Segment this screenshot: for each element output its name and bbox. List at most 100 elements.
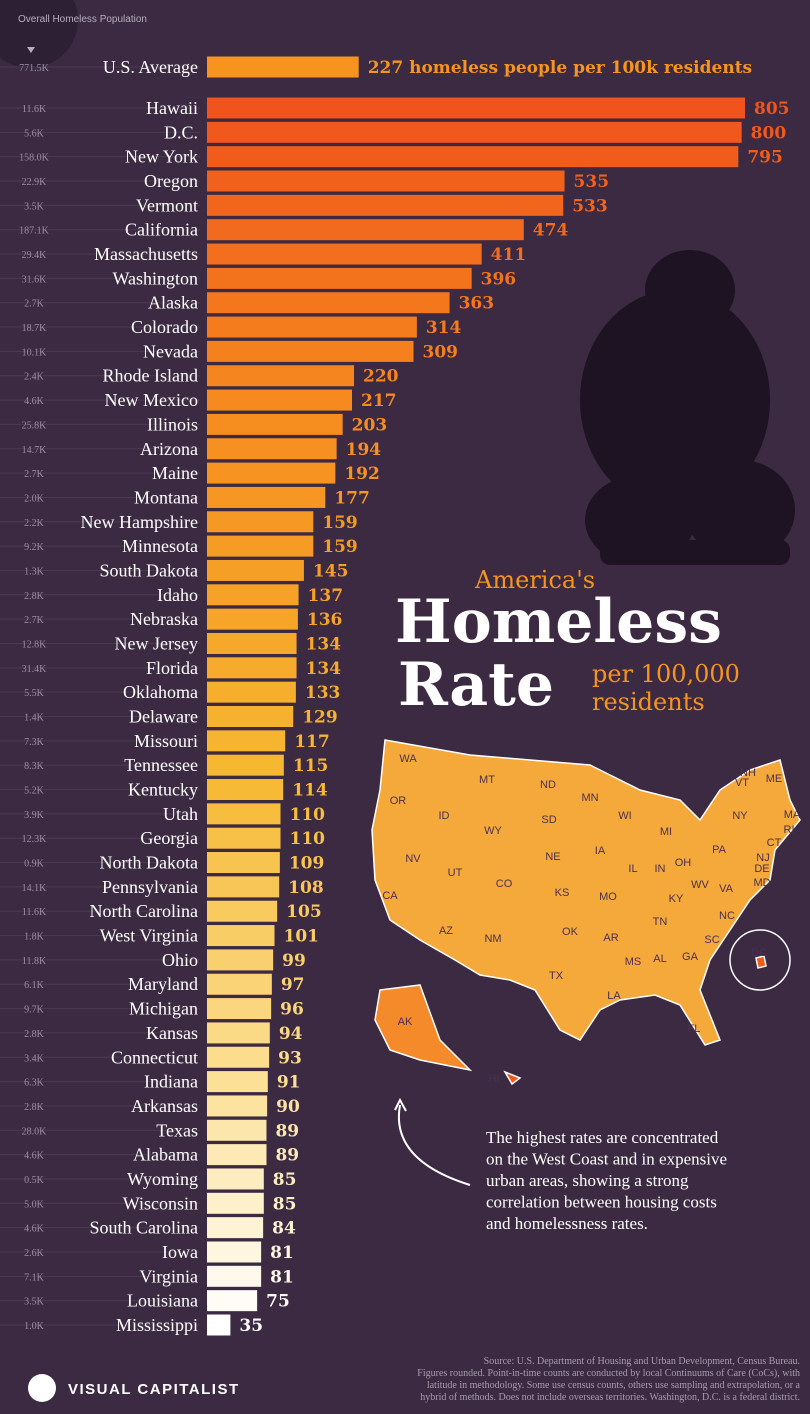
category-label: Illinois	[147, 414, 198, 434]
bars: 771.5K U.S. Average 227 homeless people pe…	[0, 56, 790, 1336]
value-label: 159	[322, 537, 358, 557]
population-label: 2.7K	[24, 299, 45, 310]
population-label: 771.5K	[19, 63, 50, 74]
category-label: South Carolina	[90, 1218, 199, 1238]
map-label: NM	[484, 933, 501, 945]
category-label: Kentucky	[128, 780, 198, 800]
brand: VISUAL CAPITALIST	[68, 1381, 240, 1398]
map-contiguous	[371, 739, 801, 1046]
value-label: 85	[273, 1194, 297, 1214]
bar	[207, 657, 297, 679]
map-label: MD	[753, 877, 770, 889]
bar	[207, 1095, 268, 1117]
population-label: 2.6K	[24, 1248, 45, 1259]
population-label: 5.6K	[24, 128, 45, 139]
value-label: 133	[305, 683, 341, 703]
population-label: 7.3K	[24, 737, 45, 748]
population-label: 11.6K	[22, 104, 47, 115]
bar	[207, 1217, 264, 1239]
bar	[207, 852, 280, 874]
value-label: 533	[572, 196, 608, 216]
value-label: 91	[277, 1073, 301, 1093]
category-label: Arkansas	[131, 1096, 198, 1116]
bar	[207, 121, 742, 143]
category-label: North Dakota	[100, 853, 198, 873]
population-label: 25.8K	[22, 420, 48, 431]
value-label: 110	[290, 805, 326, 825]
bar	[207, 56, 359, 78]
population-label: 0.9K	[24, 859, 45, 870]
subtitle-line: per 100,000	[592, 660, 740, 688]
annotation-arrowhead	[394, 1097, 407, 1112]
bar	[207, 535, 314, 557]
category-label: Iowa	[162, 1242, 198, 1262]
value-label: 110	[290, 829, 326, 849]
population-label: 4.6K	[24, 1151, 45, 1162]
value-label: 220	[363, 367, 399, 387]
value-label: 535	[574, 172, 610, 192]
bar	[207, 365, 355, 387]
value-label: 217	[361, 391, 397, 411]
population-label: 12.3K	[22, 834, 48, 845]
map-label: IA	[595, 845, 606, 857]
value-label: 93	[278, 1048, 302, 1068]
map-alaska	[374, 984, 473, 1072]
bar	[207, 438, 337, 460]
population-label: 4.6K	[24, 1224, 45, 1235]
category-label: D.C.	[164, 122, 198, 142]
value-label: 89	[275, 1121, 299, 1141]
bar	[207, 1314, 231, 1336]
category-label: Arizona	[140, 439, 198, 459]
category-label: Delaware	[129, 707, 198, 727]
map-dc	[755, 955, 767, 969]
category-label: Ohio	[162, 950, 198, 970]
category-label: Maryland	[128, 974, 198, 994]
map-label: NH	[740, 767, 756, 779]
bar	[207, 267, 472, 289]
annotation-arrow	[397, 1104, 471, 1186]
population-label: 14.7K	[22, 445, 48, 456]
value-label: 129	[302, 708, 338, 728]
population-label: 8.3K	[24, 761, 45, 772]
map-label: WY	[484, 825, 502, 837]
map-label: NJ	[756, 852, 769, 864]
value-label: 96	[280, 1000, 304, 1020]
population-label: 7.1K	[24, 1272, 45, 1283]
bar	[207, 608, 298, 630]
bar	[207, 876, 280, 898]
silhouette	[580, 250, 795, 565]
category-label: Montana	[134, 487, 198, 507]
population-label: 3.4K	[24, 1053, 45, 1064]
bar	[207, 511, 314, 533]
population-label: 4.6K	[24, 396, 45, 407]
population-label: 2.4K	[24, 372, 45, 383]
annotation-line: urban areas, showing a strong	[486, 1171, 689, 1190]
population-label: 5.2K	[24, 786, 45, 797]
map-label: SC	[704, 934, 719, 946]
map-label: NE	[545, 851, 560, 863]
value-label: 145	[313, 561, 349, 581]
source-line: hybrid of methods. Does not include over…	[420, 1392, 800, 1403]
category-label: Mississippi	[116, 1315, 198, 1335]
value-label: 159	[322, 513, 358, 533]
bar	[207, 827, 281, 849]
bar	[207, 730, 286, 752]
value-label: 97	[281, 975, 305, 995]
bar	[207, 559, 304, 581]
value-label: 85	[273, 1170, 297, 1190]
map-label: DC	[751, 947, 767, 959]
bar	[207, 681, 296, 703]
bar	[207, 1192, 264, 1214]
value-label: 134	[306, 659, 342, 679]
category-label: Alaska	[148, 293, 198, 313]
population-label: 10.1K	[22, 347, 48, 358]
population-label: 11.6K	[22, 907, 47, 918]
map-label: NY	[732, 810, 748, 822]
bar	[207, 316, 417, 338]
subtitle-line: residents	[592, 688, 705, 716]
annotation-line: on the West Coast and in expensive	[486, 1150, 727, 1169]
category-label: Massachusetts	[94, 244, 198, 264]
bar	[207, 779, 284, 801]
category-label: Utah	[163, 804, 198, 824]
category-label: Georgia	[140, 828, 198, 848]
